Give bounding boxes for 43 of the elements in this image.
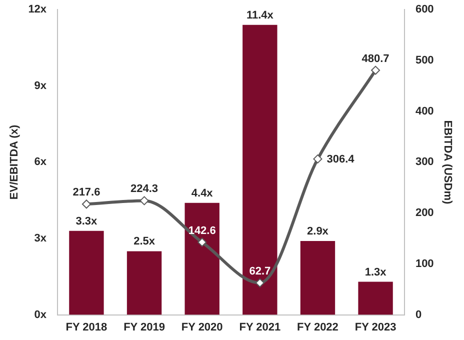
point [82, 200, 91, 209]
data-label: 480.7 [362, 52, 390, 65]
y-tick-label: 9x [34, 80, 48, 92]
data-label: 142.6 [188, 224, 216, 237]
y2-tick-label: 600 [415, 4, 434, 16]
data-label: 1.3x [364, 266, 388, 278]
bar [358, 282, 393, 315]
data-label: 4.4x [191, 187, 214, 200]
bar [184, 202, 220, 315]
data-label: 217.6 [72, 186, 100, 199]
data-label: 306.4 [326, 153, 356, 166]
y-tick-label: 0x [34, 308, 48, 321]
point [313, 154, 322, 164]
data-label: 62.7 [249, 265, 271, 278]
y2-axis-title: EBITDA (USDm) [441, 120, 454, 204]
x-tick-label: FY 2022 [297, 321, 338, 334]
bar [126, 251, 162, 315]
data-label: 224.3 [130, 183, 158, 196]
bar [300, 241, 336, 315]
data-label: 3.3x [76, 215, 98, 228]
x-tick-label: FY 2019 [124, 321, 165, 334]
x-tick-label: FY 2021 [239, 321, 281, 334]
x-tick-label: FY 2023 [354, 321, 396, 334]
data-label: 11.4x [246, 9, 274, 22]
bar [242, 24, 278, 315]
x-tick-label: FY 2020 [181, 321, 223, 334]
data-label: 2.5x [134, 236, 156, 248]
y2-tick-label: 100 [415, 258, 434, 270]
y2-tick-label: 400 [415, 105, 434, 118]
bar [69, 230, 104, 315]
y2-tick-label: 0 [415, 308, 422, 321]
data-label: 2.9x [307, 226, 330, 238]
y2-tick-label: 500 [415, 54, 434, 66]
y2-tick-label: 200 [415, 207, 434, 220]
y2-tick-label: 300 [415, 156, 434, 168]
point [140, 196, 149, 206]
y-tick-label: 3x [34, 232, 48, 245]
y-axis-title: EV/EBITDA (x) [8, 124, 21, 200]
y-tick-label: 6x [34, 156, 48, 168]
point [371, 66, 380, 75]
point [198, 238, 207, 247]
x-tick-label: FY 2018 [66, 321, 108, 334]
y-tick-label: 12x [28, 4, 48, 16]
